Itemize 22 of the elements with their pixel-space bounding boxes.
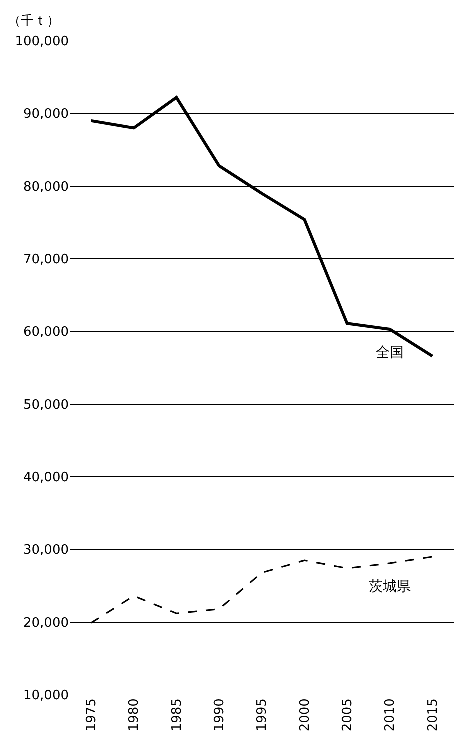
y-tick-label: 70,000: [24, 252, 69, 268]
y-tick-label: 10,000: [24, 688, 69, 704]
series-label: 茨城県: [369, 579, 411, 595]
x-tick-label: 2015: [426, 698, 441, 732]
series-label: 全国: [376, 345, 404, 361]
x-tick-label: 2005: [340, 698, 356, 732]
x-tick-label: 1980: [127, 698, 142, 732]
y-axis-title: （千ｔ）: [8, 14, 60, 29]
y-tick-label: 20,000: [24, 616, 69, 631]
x-tick-label: 2010: [383, 698, 398, 732]
x-tick-label: 1990: [212, 698, 228, 732]
y-tick-label: 50,000: [24, 398, 69, 413]
x-tick-label: 1975: [84, 698, 100, 732]
y-tick-label: 30,000: [24, 543, 69, 558]
x-tick-label: 1995: [255, 698, 270, 732]
y-tick-label: 40,000: [24, 470, 69, 486]
x-tick-label: 2000: [298, 698, 313, 732]
x-tick-label: 1985: [170, 698, 185, 732]
y-tick-label: 90,000: [24, 107, 69, 122]
y-tick-label: 100,000: [15, 34, 69, 50]
y-tick-label: 80,000: [24, 180, 69, 195]
y-tick-label: 60,000: [24, 325, 69, 340]
